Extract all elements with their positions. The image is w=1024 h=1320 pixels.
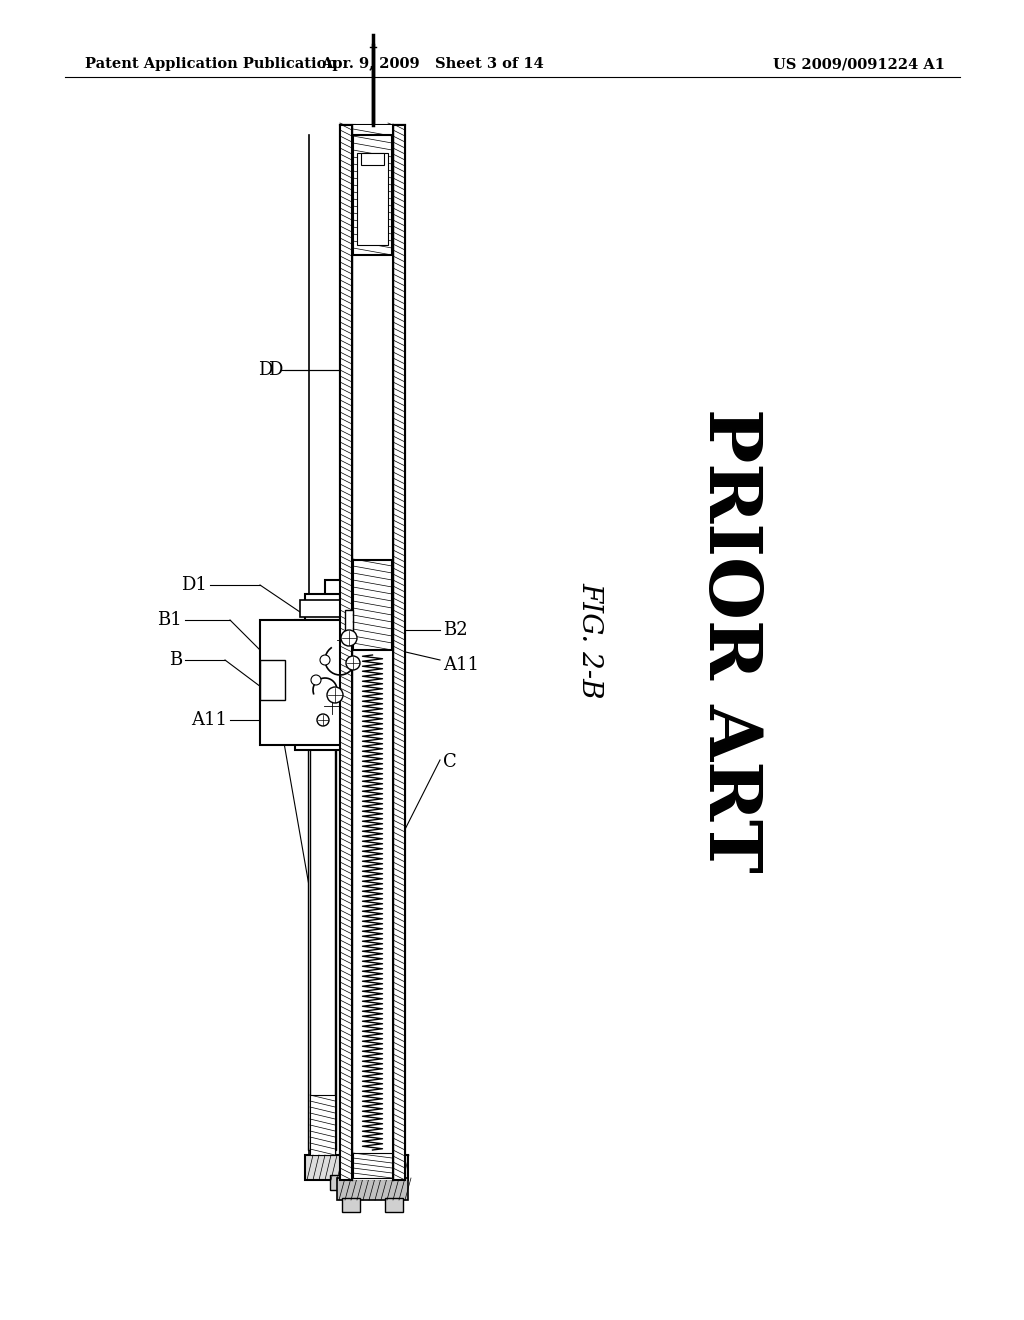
Bar <box>353 135 392 255</box>
Text: C: C <box>443 752 457 771</box>
Text: B2: B2 <box>443 620 468 639</box>
Bar <box>355 560 388 655</box>
Text: FIG. 2-B: FIG. 2-B <box>577 582 603 698</box>
Text: D: D <box>267 360 282 379</box>
Text: Apr. 9, 2009   Sheet 3 of 14: Apr. 9, 2009 Sheet 3 of 14 <box>321 57 544 71</box>
Bar <box>305 1155 408 1180</box>
Circle shape <box>316 678 328 690</box>
Bar <box>310 1096 335 1155</box>
Bar <box>342 1199 360 1212</box>
Bar <box>352 125 393 1180</box>
Circle shape <box>341 630 357 645</box>
Bar <box>345 610 353 640</box>
Circle shape <box>346 656 360 671</box>
Bar <box>353 560 392 649</box>
Circle shape <box>342 657 358 675</box>
Circle shape <box>319 655 330 665</box>
Text: A11: A11 <box>443 656 479 675</box>
Bar <box>303 635 353 742</box>
Bar <box>355 1175 375 1191</box>
Bar <box>260 660 285 700</box>
Text: PRIOR ART: PRIOR ART <box>694 408 766 873</box>
Text: D: D <box>258 360 272 379</box>
Text: B1: B1 <box>158 611 182 630</box>
Circle shape <box>317 714 329 726</box>
Circle shape <box>327 686 343 704</box>
Bar <box>260 620 360 744</box>
Bar <box>305 594 340 620</box>
Bar <box>330 690 336 1150</box>
Bar <box>393 125 406 1180</box>
Circle shape <box>311 675 321 685</box>
Bar <box>353 1152 392 1177</box>
Bar <box>295 620 358 750</box>
Text: B: B <box>169 651 182 669</box>
Circle shape <box>354 678 366 690</box>
Circle shape <box>336 631 354 649</box>
Text: D1: D1 <box>181 576 207 594</box>
Bar <box>361 153 384 165</box>
Bar <box>357 153 388 246</box>
Bar <box>388 125 406 1180</box>
Bar <box>355 1152 388 1177</box>
Bar <box>310 719 335 1155</box>
Bar <box>308 690 312 1150</box>
Bar <box>340 125 355 1180</box>
Bar <box>325 579 355 620</box>
Bar <box>385 1199 403 1212</box>
Circle shape <box>323 697 341 715</box>
Text: A11: A11 <box>191 711 227 729</box>
Bar <box>355 140 388 249</box>
Bar <box>362 160 380 176</box>
Text: US 2009/0091224 A1: US 2009/0091224 A1 <box>773 57 945 71</box>
Text: Patent Application Publication: Patent Application Publication <box>85 57 337 71</box>
Bar <box>340 125 352 1180</box>
Bar <box>300 601 355 616</box>
Bar <box>359 162 384 242</box>
Bar <box>355 125 388 1180</box>
Bar <box>330 1175 350 1191</box>
Bar <box>337 1177 408 1200</box>
